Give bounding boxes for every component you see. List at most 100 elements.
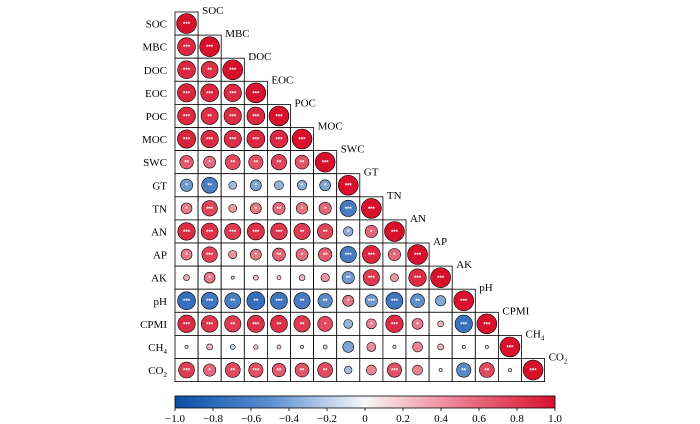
correlation-circle — [250, 179, 262, 192]
correlation-circle — [228, 180, 238, 190]
significance-label: *** — [275, 299, 283, 305]
heatmap-cell: ** — [243, 288, 268, 313]
significance-label: * — [255, 207, 258, 213]
heatmap-cell: ** — [266, 196, 291, 221]
significance-label: *** — [229, 68, 237, 74]
correlation-circle — [314, 151, 336, 173]
row-label-ch4: CH4 — [148, 342, 167, 356]
significance-label: *** — [229, 114, 237, 120]
heatmap-cell: *** — [174, 358, 199, 383]
heatmap-cell: *** — [197, 127, 222, 152]
heatmap-cell — [313, 265, 338, 290]
significance-label: ** — [346, 276, 351, 282]
colorbar-tick-label: −0.8 — [203, 413, 223, 424]
significance-label: * — [301, 253, 304, 259]
correlation-circle — [318, 201, 332, 215]
significance-label: * — [324, 322, 327, 328]
significance-label: *** — [368, 299, 376, 305]
correlation-circle — [293, 292, 311, 310]
correlation-circle — [362, 269, 380, 287]
significance-label: * — [324, 184, 327, 190]
significance-label: *** — [183, 91, 191, 97]
heatmap-cell: *** — [313, 150, 338, 175]
heatmap-cell — [497, 358, 522, 383]
heatmap-cell — [290, 265, 315, 290]
significance-label: *** — [229, 91, 237, 97]
heatmap-cell: ** — [474, 358, 499, 383]
significance-label: *** — [206, 299, 214, 305]
heatmap-cell: *** — [428, 265, 453, 290]
correlation-circle — [293, 315, 311, 333]
heatmap-cell: *** — [220, 219, 245, 244]
heatmap-cell: * — [313, 311, 338, 336]
significance-label: *** — [460, 322, 468, 328]
heatmap-cell: * — [382, 242, 407, 267]
significance-label: *** — [414, 253, 422, 259]
correlation-circle — [410, 293, 425, 309]
correlation-circle — [318, 247, 333, 262]
heatmap-cell: *** — [336, 196, 361, 221]
heatmap-cell — [174, 334, 199, 359]
correlation-circle — [438, 368, 443, 372]
diag-label-tn: TN — [387, 190, 402, 202]
heatmap-cell: *** — [197, 80, 222, 105]
significance-label: * — [185, 253, 188, 259]
row-label-mbc: MBC — [143, 42, 167, 54]
significance-label: *** — [391, 230, 399, 236]
correlation-circle — [272, 201, 286, 215]
significance-label: *** — [299, 137, 307, 143]
correlation-circle — [246, 314, 265, 333]
correlation-circle — [246, 129, 266, 149]
correlation-circle — [203, 271, 216, 284]
significance-label: *** — [275, 137, 283, 143]
heatmap-cell: * — [359, 311, 384, 336]
heatmap-cell — [382, 334, 407, 359]
heatmap-cell: *** — [359, 242, 384, 267]
heatmap-cell: *** — [174, 34, 199, 59]
diag-label-gt: GT — [364, 167, 379, 179]
heatmap-cell: *** — [290, 127, 315, 152]
heatmap-cell — [336, 358, 361, 383]
heatmap-cell — [313, 334, 338, 359]
significance-label: * — [208, 368, 211, 374]
row-label-co2: CO2 — [148, 365, 167, 379]
correlation-circle — [270, 291, 288, 310]
diag-label-moc: MOC — [318, 121, 343, 133]
correlation-circle — [298, 274, 306, 281]
heatmap-cell — [220, 334, 245, 359]
colorbar-tick-label: −0.6 — [241, 413, 261, 424]
heatmap-cell: *** — [174, 80, 199, 105]
significance-label: * — [370, 230, 373, 236]
correlation-circle — [183, 274, 190, 281]
significance-label: *** — [183, 299, 191, 305]
correlation-circle — [176, 13, 197, 34]
colorbar-tick-label: 1.0 — [548, 413, 562, 424]
row-labels: SOC MBC DOC EOC POC MOC SWC GT TN AN AP AK pH CPMI CH4… — [140, 19, 167, 379]
heatmap-cell: * — [313, 173, 338, 198]
correlation-circle — [200, 291, 219, 310]
correlation-circle — [437, 320, 444, 328]
significance-label: *** — [183, 68, 191, 74]
diag-label-poc: POC — [295, 97, 316, 109]
heatmap-cell — [266, 265, 291, 290]
diag-label-doc: DOC — [248, 51, 271, 63]
significance-label: ** — [300, 368, 305, 374]
correlation-circle — [180, 202, 193, 215]
significance-label: *** — [275, 114, 283, 120]
significance-label: *** — [368, 253, 376, 259]
row-label-ak: AK — [151, 273, 167, 285]
correlation-circle — [177, 314, 196, 333]
significance-label: *** — [368, 207, 376, 213]
diag-label-ap: AP — [433, 236, 447, 248]
heatmap-cell: *** — [220, 80, 245, 105]
correlation-circle — [456, 362, 472, 378]
significance-label: * — [416, 322, 419, 328]
heatmap-cell — [428, 358, 453, 383]
heatmap-cell: * — [243, 173, 268, 198]
correlation-circle — [387, 248, 401, 262]
row-label-cpmi: CPMI — [140, 319, 167, 331]
heatmap-cell: *** — [174, 311, 199, 336]
heatmap-cell — [220, 196, 245, 221]
heatmap-cell — [405, 358, 430, 383]
heatmap-cell: *** — [174, 219, 199, 244]
